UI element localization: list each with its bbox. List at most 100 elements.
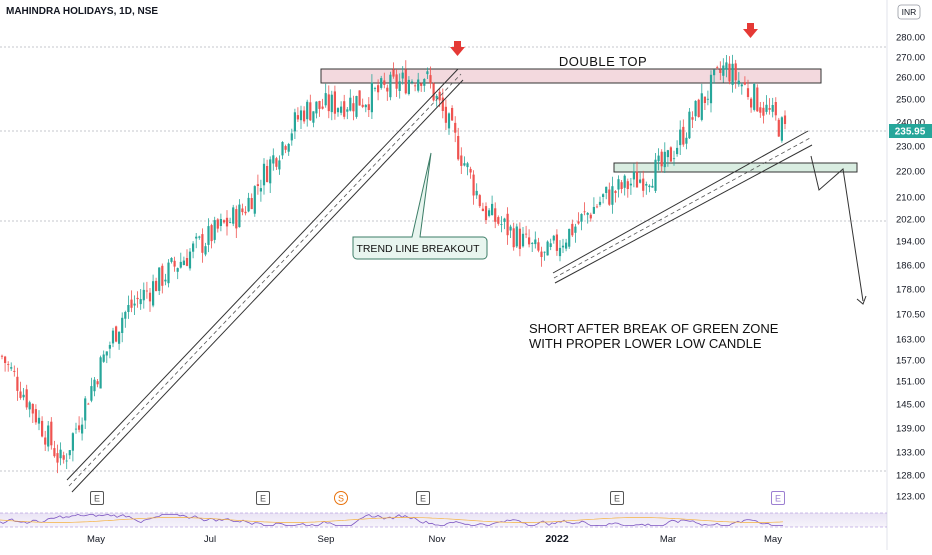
candle[interactable]: [303, 106, 306, 124]
candle[interactable]: [577, 212, 580, 225]
candle[interactable]: [10, 362, 13, 371]
candle[interactable]: [145, 281, 148, 299]
candle[interactable]: [99, 355, 102, 389]
candle[interactable]: [423, 78, 426, 92]
candle[interactable]: [336, 107, 340, 117]
candle[interactable]: [241, 203, 244, 216]
candle[interactable]: [201, 228, 204, 263]
candle[interactable]: [614, 190, 617, 203]
candle[interactable]: [447, 112, 451, 135]
candle[interactable]: [688, 108, 691, 139]
candle[interactable]: [765, 95, 768, 115]
candle[interactable]: [81, 417, 84, 441]
candle[interactable]: [728, 56, 731, 85]
candle[interactable]: [34, 404, 37, 425]
candle[interactable]: [611, 176, 614, 214]
candle[interactable]: [725, 55, 728, 78]
time-axis[interactable]: May Jul Sep Nov 2022 Mar May: [87, 533, 782, 545]
candle[interactable]: [531, 242, 534, 252]
candle[interactable]: [466, 161, 469, 176]
candle[interactable]: [759, 102, 762, 118]
candle[interactable]: [666, 149, 669, 167]
candle[interactable]: [543, 251, 546, 261]
candle[interactable]: [478, 193, 481, 208]
candle[interactable]: [262, 158, 266, 195]
candle[interactable]: [457, 127, 460, 161]
candle[interactable]: [152, 274, 155, 308]
candle[interactable]: [719, 61, 722, 81]
candle[interactable]: [7, 361, 10, 372]
candle[interactable]: [312, 111, 315, 128]
candle[interactable]: [481, 202, 484, 212]
candle[interactable]: [703, 96, 706, 111]
candle[interactable]: [731, 54, 734, 93]
candle[interactable]: [281, 141, 284, 160]
candle[interactable]: [142, 282, 145, 309]
candle[interactable]: [349, 89, 352, 112]
candle[interactable]: [417, 72, 420, 93]
candle[interactable]: [568, 228, 571, 249]
candle[interactable]: [407, 76, 410, 96]
candle[interactable]: [386, 84, 389, 101]
candle[interactable]: [469, 166, 472, 179]
candle[interactable]: [71, 432, 74, 462]
candle[interactable]: [404, 60, 407, 95]
candle[interactable]: [774, 97, 777, 121]
candle[interactable]: [756, 84, 759, 112]
candle[interactable]: [592, 197, 595, 214]
candle[interactable]: [333, 85, 336, 120]
candle[interactable]: [275, 156, 278, 170]
candle[interactable]: [685, 132, 688, 150]
candle[interactable]: [546, 240, 549, 256]
candle[interactable]: [364, 104, 367, 113]
candle[interactable]: [352, 95, 355, 121]
candle[interactable]: [238, 199, 241, 228]
candle[interactable]: [620, 180, 623, 194]
candle[interactable]: [762, 101, 765, 124]
candle[interactable]: [219, 213, 222, 232]
candle[interactable]: [306, 99, 309, 127]
candle[interactable]: [247, 192, 250, 213]
candle[interactable]: [361, 98, 364, 109]
candle[interactable]: [16, 367, 19, 401]
candle[interactable]: [130, 290, 133, 313]
price-axis[interactable]: 123.00 128.00 133.00 139.00 145.00 151.00 157.…: [896, 33, 925, 503]
candle[interactable]: [346, 107, 349, 120]
candle[interactable]: [136, 291, 139, 308]
candle[interactable]: [84, 396, 87, 429]
candle[interactable]: [118, 331, 121, 350]
candle[interactable]: [565, 238, 568, 252]
candle[interactable]: [488, 208, 491, 218]
candle[interactable]: [182, 256, 185, 266]
candle[interactable]: [59, 442, 62, 466]
candle[interactable]: [491, 195, 494, 216]
candle[interactable]: [19, 381, 22, 400]
candle[interactable]: [167, 259, 170, 288]
candle[interactable]: [635, 161, 639, 188]
candle[interactable]: [278, 155, 281, 175]
candle[interactable]: [651, 178, 654, 188]
candle[interactable]: [743, 76, 746, 86]
candle[interactable]: [660, 149, 663, 173]
candle[interactable]: [429, 66, 432, 89]
candle[interactable]: [426, 67, 429, 80]
candle[interactable]: [340, 101, 343, 116]
candle[interactable]: [25, 384, 28, 410]
candle[interactable]: [133, 295, 136, 315]
candle[interactable]: [414, 82, 417, 92]
candle[interactable]: [497, 215, 500, 226]
candle[interactable]: [355, 95, 358, 119]
candle[interactable]: [373, 86, 377, 92]
candle[interactable]: [574, 223, 577, 243]
candle[interactable]: [210, 223, 213, 249]
double-top-resistance-zone[interactable]: [320, 68, 822, 84]
candle[interactable]: [185, 249, 189, 267]
candle[interactable]: [37, 410, 41, 431]
candle[interactable]: [102, 350, 105, 363]
earnings-event-marker[interactable]: E: [90, 491, 104, 505]
candle[interactable]: [253, 185, 256, 217]
candle[interactable]: [50, 417, 53, 450]
candle[interactable]: [521, 227, 525, 248]
candle[interactable]: [380, 75, 383, 90]
candle[interactable]: [583, 202, 586, 216]
